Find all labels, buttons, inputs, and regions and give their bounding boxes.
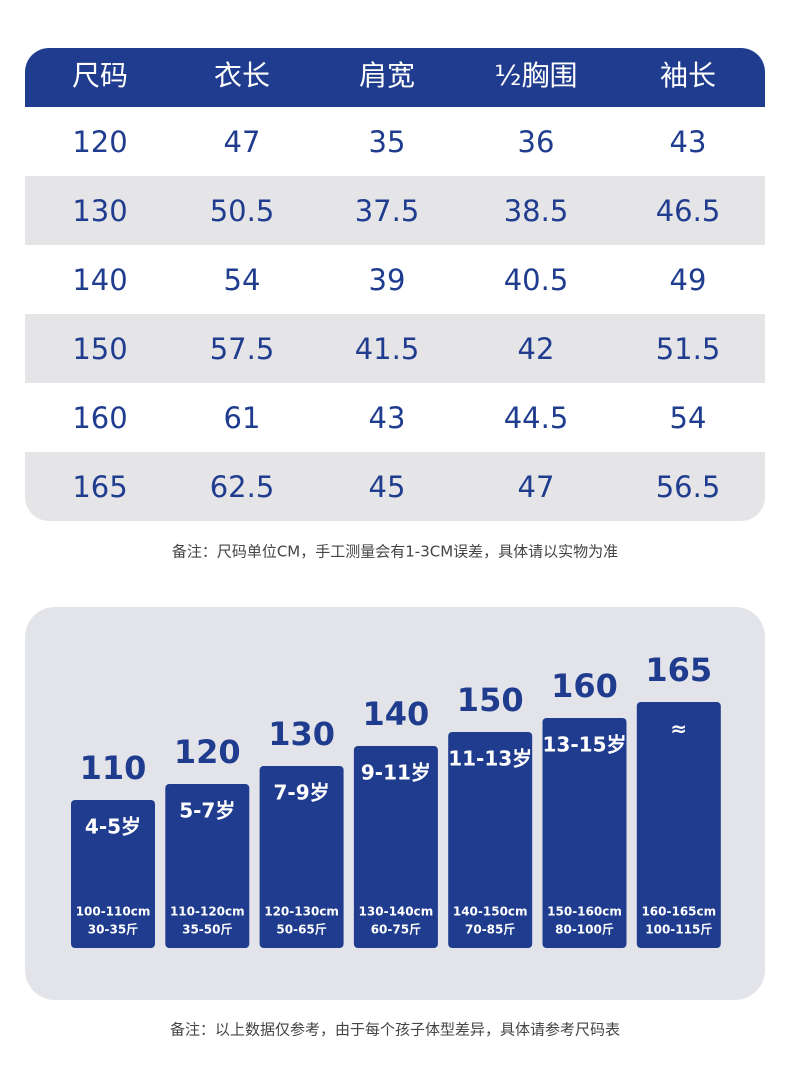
table-cell: 49 [670,263,707,297]
size-card [165,784,250,948]
table-cell: 43 [369,401,406,435]
table-row [25,245,765,314]
size-label: 110 [80,749,147,787]
table-cell: 130 [72,194,127,228]
table-cell: 39 [369,263,406,297]
size-label: 150 [457,681,524,719]
table-cell: 35 [369,125,406,159]
header-cell: 尺码 [72,59,128,92]
size-table: 尺码 衣长 肩宽 ½胸围 袖长 120 47 35 36 43 130 50.5 37.5 38.5 46.… [25,48,765,521]
weight-range: 35-50斤 [182,922,232,937]
table-cell: 42 [518,332,555,366]
size-card [636,702,721,948]
size-label: 140 [363,695,430,733]
size-card [259,766,344,948]
age-label: ≈ [670,717,687,741]
size-card [448,732,533,948]
table-cell: 38.5 [504,194,569,228]
header-cell: 袖长 [660,59,716,92]
size-label: 160 [551,667,618,705]
height-range: 100-110cm [76,905,151,919]
size-cards: 110 4-5岁 100-110cm 30-35斤 120 5-7岁 110-120cm 35… [71,651,721,948]
table-cell: 62.5 [210,470,275,504]
table-cell: 140 [72,263,127,297]
height-range: 110-120cm [170,905,245,919]
header-cell: 肩宽 [359,59,415,92]
table-cell: 41.5 [355,332,420,366]
header-cell: ½胸围 [494,59,577,92]
table-cell: 61 [224,401,261,435]
weight-range: 70-85斤 [465,922,515,937]
sizes-note: 备注：以上数据仅参考，由于每个孩子体型差异，具体请参考尺码表 [170,1021,620,1039]
weight-range: 100-115斤 [645,922,712,937]
height-range: 160-165cm [641,905,716,919]
age-label: 11-13岁 [448,747,532,771]
table-row [25,176,765,245]
table-row [25,314,765,383]
table-cell: 40.5 [504,263,569,297]
weight-range: 60-75斤 [371,922,421,937]
table-cell: 51.5 [656,332,721,366]
height-range: 150-160cm [547,905,622,919]
table-row [25,383,765,452]
table-cell: 54 [224,263,261,297]
size-label: 165 [645,651,712,689]
table-note: 备注：尺码单位CM，手工测量会有1-3CM误差，具体请以实物为准 [172,543,618,561]
table-cell: 43 [670,125,707,159]
size-card [71,800,155,948]
size-label: 120 [174,733,241,771]
table-cell: 47 [224,125,261,159]
table-cell: 120 [72,125,127,159]
age-label: 4-5岁 [85,815,141,839]
table-row [25,452,765,521]
table-cell: 45 [369,470,406,504]
table-cell: 56.5 [656,470,721,504]
age-label: 7-9岁 [274,781,330,805]
weight-range: 80-100斤 [555,922,614,937]
table-cell: 54 [670,401,707,435]
height-range: 120-130cm [264,905,339,919]
weight-range: 50-65斤 [276,922,326,937]
table-row [25,107,765,176]
table-cell: 46.5 [656,194,721,228]
size-card [353,746,438,948]
table-cell: 160 [72,401,127,435]
table-header-bg [25,48,765,107]
header-cell: 衣长 [214,59,270,92]
table-cell: 57.5 [210,332,275,366]
table-cell: 47 [518,470,555,504]
height-range: 140-150cm [453,905,528,919]
table-cell: 44.5 [504,401,569,435]
table-cell: 150 [72,332,127,366]
table-cell: 37.5 [355,194,420,228]
table-cell: 165 [72,470,127,504]
age-label: 9-11岁 [361,761,431,785]
height-range: 130-140cm [359,905,434,919]
age-label: 5-7岁 [179,799,235,823]
size-label: 130 [268,715,335,753]
size-card [542,718,627,948]
table-cell: 50.5 [210,194,275,228]
weight-range: 30-35斤 [88,922,138,937]
age-label: 13-15岁 [543,733,627,757]
table-cell: 36 [518,125,555,159]
